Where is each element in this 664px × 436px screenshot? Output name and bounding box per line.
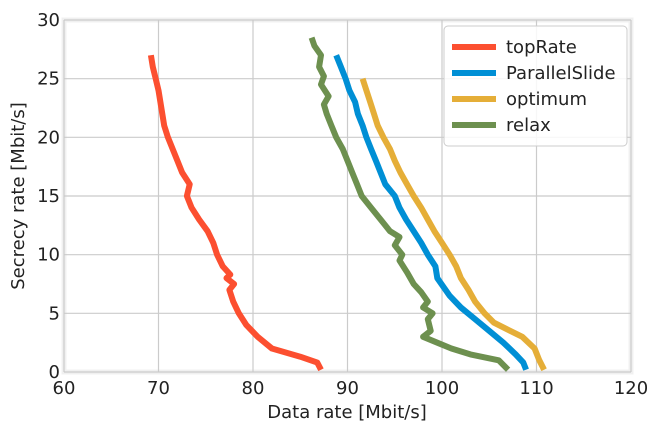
series-line-relax <box>308 36 511 372</box>
y-tick-label: 15 <box>37 186 60 207</box>
x-tick-label: 100 <box>425 378 459 399</box>
x-tick-label: 90 <box>336 378 359 399</box>
legend-label-toprate: topRate <box>506 37 577 58</box>
tick-labels: 60 70 80 90 100 110 120 0 5 10 15 20 25 30 <box>37 10 648 399</box>
legend-label-relax: relax <box>506 115 551 136</box>
series-group <box>147 36 547 372</box>
x-tick-label: 120 <box>614 378 648 399</box>
x-tick-label: 60 <box>53 378 76 399</box>
series-line-parallelslide <box>333 54 529 371</box>
y-tick-label: 0 <box>49 362 60 383</box>
y-axis-label: Secrecy rate [Mbit/s] <box>8 102 29 290</box>
y-tick-label: 25 <box>37 69 60 90</box>
legend-box <box>443 25 628 147</box>
y-tick-label: 10 <box>37 245 60 266</box>
y-tick-label: 20 <box>37 127 60 148</box>
series-line-optimum <box>359 77 547 372</box>
legend: topRate ParallelSlide optimum relax <box>443 25 628 147</box>
x-axis-label: Data rate [Mbit/s] <box>267 402 427 423</box>
legend-label-parallelslide: ParallelSlide <box>506 63 616 84</box>
legend-items: topRate ParallelSlide optimum relax <box>452 37 616 136</box>
y-tick-label: 5 <box>49 303 60 324</box>
series-line-toprate <box>147 54 324 372</box>
x-tick-label: 80 <box>242 378 265 399</box>
x-tick-label: 110 <box>519 378 553 399</box>
y-tick-label: 30 <box>37 10 60 31</box>
legend-label-optimum: optimum <box>506 89 587 110</box>
x-tick-label: 70 <box>147 378 170 399</box>
